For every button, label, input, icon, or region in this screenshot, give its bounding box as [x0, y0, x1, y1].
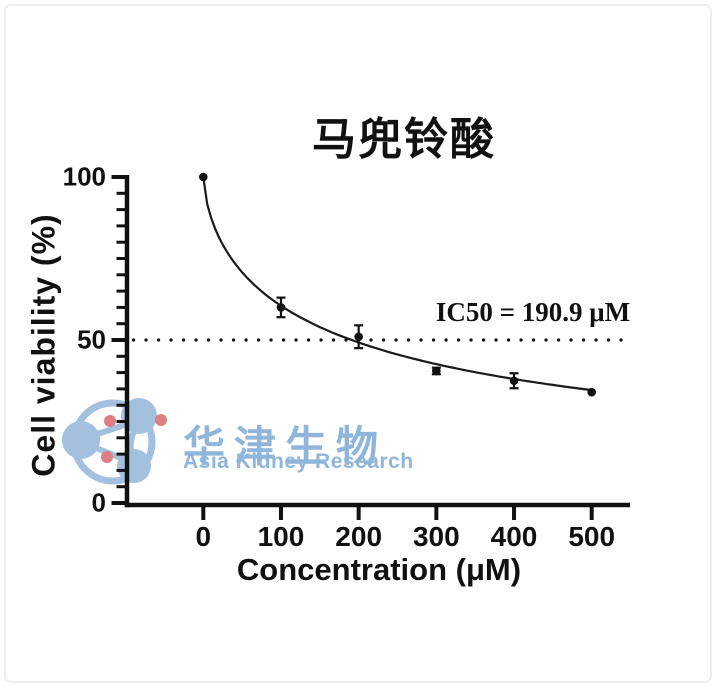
y-tick-label: 50: [77, 324, 106, 355]
x-tick-label: 500: [568, 521, 616, 552]
x-tick-label: 0: [195, 521, 212, 552]
x-tick-label: 100: [257, 521, 305, 552]
y-tick-label: 100: [62, 161, 106, 192]
chart-title: 马兜铃酸: [312, 115, 496, 164]
x-tick-label: 200: [335, 521, 383, 552]
watermark-cn-text: 华津生物: [183, 423, 388, 470]
watermark-en-text: Asia Kidney Research: [183, 450, 414, 473]
data-point: [199, 172, 208, 182]
watermark-logo-icon: [62, 398, 167, 485]
x-axis-title: Concentration (μM): [236, 552, 522, 587]
data-point: [354, 332, 363, 342]
ic50-annotation: IC50 = 190.9 μM: [435, 297, 631, 327]
data-point: [587, 387, 596, 397]
x-tick-label: 300: [412, 521, 460, 552]
data-point: [432, 366, 441, 376]
fit-curve: [202, 176, 592, 392]
y-tick-label: 0: [91, 487, 106, 518]
data-point: [276, 303, 286, 312]
x-tick-label: 400: [490, 521, 538, 552]
data-point: [509, 376, 519, 386]
